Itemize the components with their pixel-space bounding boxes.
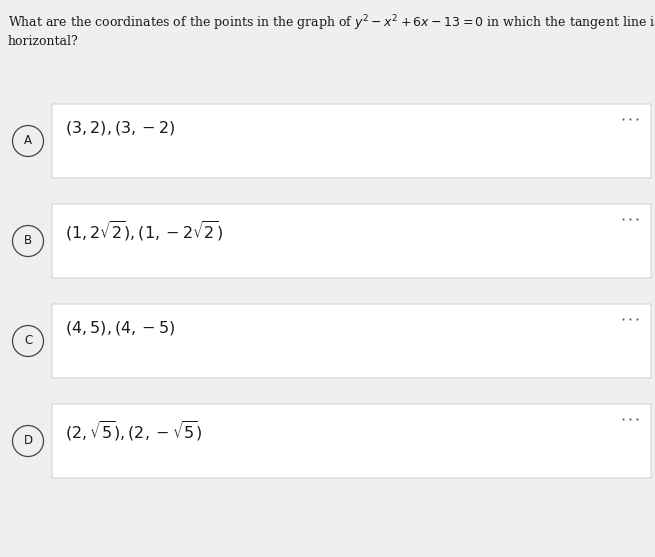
FancyBboxPatch shape	[52, 404, 651, 478]
Text: C: C	[24, 335, 32, 348]
Text: $(4, 5), (4, -5)$: $(4, 5), (4, -5)$	[65, 319, 176, 337]
Text: D: D	[24, 434, 33, 447]
Text: B: B	[24, 234, 32, 247]
Text: horizontal?: horizontal?	[8, 35, 79, 48]
FancyBboxPatch shape	[52, 304, 651, 378]
Text: A: A	[24, 134, 32, 148]
Text: $(1, 2\sqrt{2}), (1, -2\sqrt{2})$: $(1, 2\sqrt{2}), (1, -2\sqrt{2})$	[65, 219, 223, 243]
FancyBboxPatch shape	[52, 204, 651, 278]
Text: What are the coordinates of the points in the graph of $y^2 - x^2 + 6x - 13 = 0$: What are the coordinates of the points i…	[8, 13, 655, 33]
Text: $(2, \sqrt{5}), (2, -\sqrt{5})$: $(2, \sqrt{5}), (2, -\sqrt{5})$	[65, 419, 202, 443]
Text: $(3, 2), (3, -2)$: $(3, 2), (3, -2)$	[65, 119, 176, 137]
FancyBboxPatch shape	[52, 104, 651, 178]
